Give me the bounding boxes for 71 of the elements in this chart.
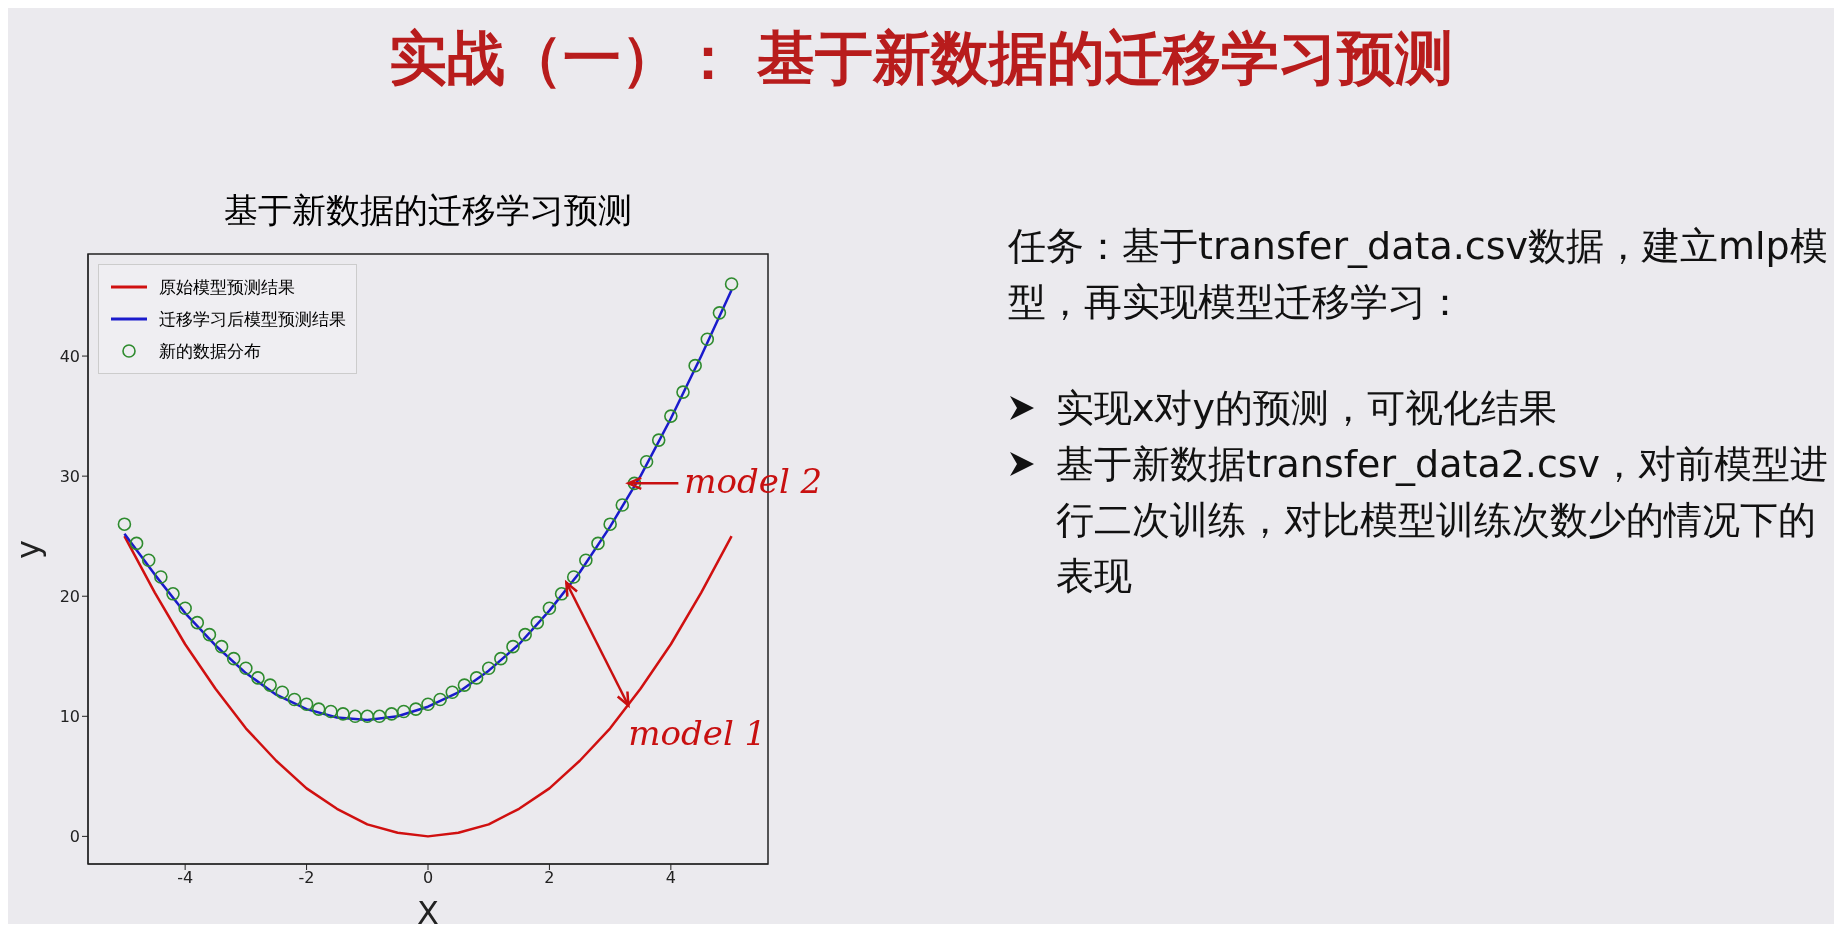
point xyxy=(542,601,557,616)
x-tick-label: 2 xyxy=(544,868,555,888)
point xyxy=(372,709,387,724)
point xyxy=(129,536,144,551)
point xyxy=(154,570,168,584)
legend-label: 新的数据分布 xyxy=(159,339,261,363)
point xyxy=(724,277,739,291)
y-tick-label: 0 xyxy=(69,827,80,847)
line-series xyxy=(123,534,733,838)
point xyxy=(251,671,265,685)
point xyxy=(700,332,715,347)
point xyxy=(324,704,338,719)
point xyxy=(178,601,192,616)
point xyxy=(263,678,277,692)
point xyxy=(712,306,727,320)
point xyxy=(239,661,253,676)
point xyxy=(275,685,290,700)
point xyxy=(603,517,617,531)
y-tick-label: 30 xyxy=(59,466,80,486)
point xyxy=(336,707,350,721)
legend-label: 原始模型预测结果 xyxy=(159,275,295,299)
point xyxy=(287,692,302,707)
x-tick-label: 0 xyxy=(422,868,434,888)
point xyxy=(421,697,435,712)
text: 实现x对y的预测，可视化结果 xyxy=(1056,385,1557,432)
point xyxy=(639,454,654,469)
point xyxy=(457,678,472,692)
text: 实战（一）： 基于新数据的迁移学习预测 xyxy=(387,23,1455,94)
point xyxy=(481,661,496,676)
point xyxy=(311,702,326,716)
point xyxy=(579,553,593,567)
point xyxy=(566,570,581,584)
point xyxy=(469,671,484,685)
annotation: model 1 xyxy=(628,713,767,754)
point xyxy=(117,517,132,531)
point xyxy=(506,639,520,654)
point xyxy=(141,553,156,567)
y-tick-label: 10 xyxy=(59,706,80,726)
x-axis-title: X xyxy=(417,894,439,932)
point xyxy=(360,709,375,724)
point xyxy=(530,615,545,630)
text: 基于新数据transfer_data2.csv，对前模型进行二次训练，对比模型训练次数少的情况下的表现 xyxy=(1056,441,1830,600)
point xyxy=(688,358,702,373)
point xyxy=(214,639,229,654)
legend-label: 迁移学习后模型预测结果 xyxy=(159,307,346,331)
point xyxy=(433,692,447,707)
point xyxy=(202,627,217,642)
point xyxy=(676,385,690,399)
point xyxy=(348,709,362,724)
point xyxy=(445,685,460,700)
point xyxy=(518,627,532,642)
point xyxy=(299,697,314,712)
y-tick-label: 40 xyxy=(59,346,80,366)
point xyxy=(226,651,241,666)
point xyxy=(664,409,678,423)
text: 任务：基于transfer_data.csv数据，建立mlp模型，再实现模型迁移学习： xyxy=(1008,223,1829,326)
point xyxy=(494,651,508,666)
y-tick-label: 20 xyxy=(59,586,80,606)
x-tick-label: 4 xyxy=(665,868,676,888)
point xyxy=(409,702,423,716)
point xyxy=(166,587,180,601)
point xyxy=(396,704,411,719)
point xyxy=(190,615,205,630)
x-tick-label: -2 xyxy=(298,868,315,888)
point xyxy=(384,707,399,721)
y-axis-title: y xyxy=(9,540,48,559)
chart-title: 基于新数据的迁移学习预测 xyxy=(223,189,633,232)
point xyxy=(651,433,666,447)
point xyxy=(615,498,630,512)
x-tick-label: -4 xyxy=(177,868,194,888)
point xyxy=(591,536,605,551)
